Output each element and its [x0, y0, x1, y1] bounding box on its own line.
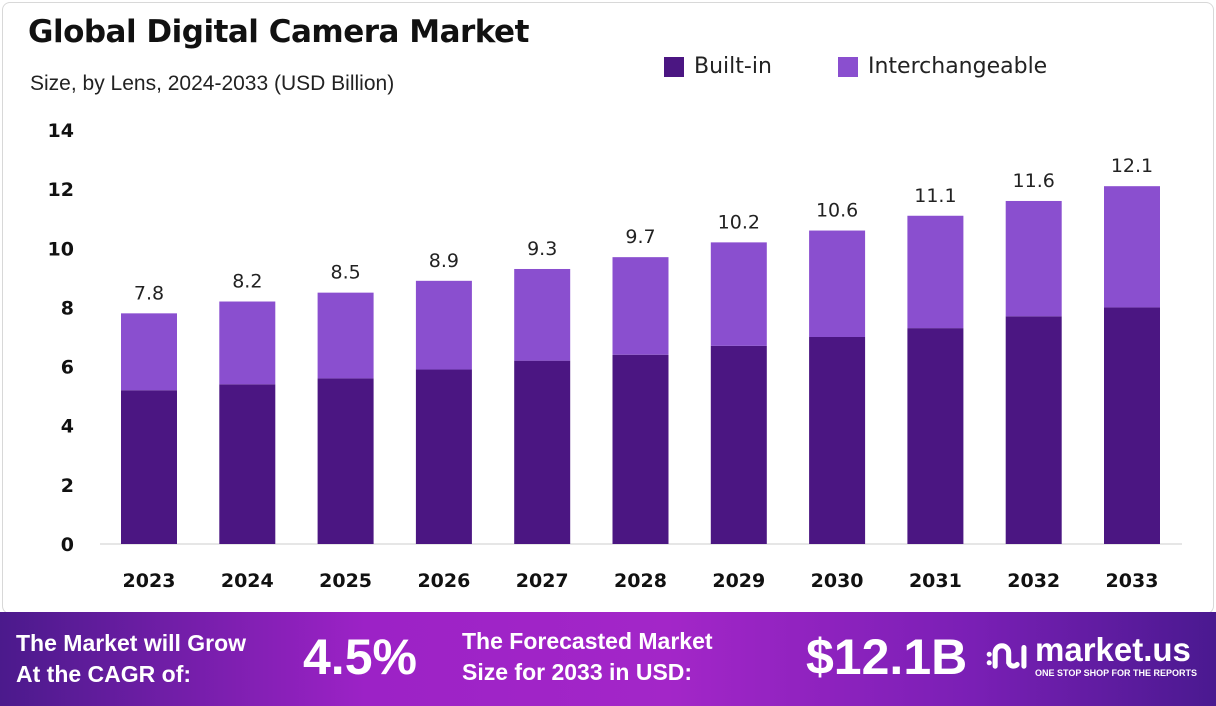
- bar-built-in-2032: [1005, 316, 1062, 544]
- bar-interchangeable-2025: [317, 292, 374, 379]
- bar-interchangeable-2032: [1005, 200, 1062, 317]
- bar-chart: 0 2 4 6 8 10 12 14 7.8 2023 8.2 2024 8.5 2025 8.9 2026 9…: [48, 120, 1182, 592]
- logo-icon: [986, 643, 1027, 669]
- bar-built-in-2025: [317, 378, 374, 544]
- bar-interchangeable-2028: [612, 257, 669, 355]
- bar-interchangeable-2033: [1104, 186, 1160, 308]
- total-label-2032: 11.6: [1013, 170, 1055, 192]
- logo-tagline: ONE STOP SHOP FOR THE REPORTS: [1035, 668, 1198, 678]
- x-tick-label-2026: 2026: [417, 570, 470, 592]
- y-tick-label: 6: [61, 357, 74, 379]
- x-tick-label-2023: 2023: [123, 570, 176, 592]
- legend-swatch: [838, 56, 858, 77]
- x-tick-label-2029: 2029: [712, 570, 765, 592]
- chart-subtitle: Size, by Lens, 2024-2033 (USD Billion): [30, 72, 395, 95]
- total-label-2027: 9.3: [527, 238, 557, 260]
- x-tick-label-2028: 2028: [614, 570, 667, 592]
- bar-interchangeable-2027: [514, 268, 571, 361]
- bar-built-in-2028: [612, 354, 669, 544]
- total-label-2028: 9.7: [625, 226, 655, 248]
- x-tick-label-2033: 2033: [1106, 570, 1159, 592]
- total-label-2023: 7.8: [134, 282, 164, 304]
- total-label-2033: 12.1: [1111, 155, 1153, 177]
- bar-built-in-2029: [710, 345, 767, 544]
- bar-interchangeable-2030: [809, 230, 866, 337]
- chart-title: Global Digital Camera Market: [28, 14, 529, 50]
- total-label-2024: 8.2: [232, 271, 262, 293]
- bar-built-in-2033: [1104, 307, 1160, 544]
- x-tick-label-2027: 2027: [516, 570, 569, 592]
- bar-interchangeable-2024: [219, 301, 276, 385]
- market-us-logo: market.us ONE STOP SHOP FOR THE REPORTS: [985, 631, 1198, 678]
- y-tick-label: 8: [61, 297, 74, 319]
- forecast-text-1: The Forecasted Market: [462, 628, 713, 654]
- bar-interchangeable-2031: [907, 215, 964, 329]
- bar-built-in-2027: [514, 360, 571, 544]
- y-tick-label: 10: [48, 238, 74, 260]
- legend-label: Interchangeable: [868, 54, 1048, 79]
- legend-item-interchangeable: Interchangeable: [838, 54, 1047, 79]
- x-tick-label-2024: 2024: [221, 570, 274, 592]
- forecast-label: The Forecasted Market Size for 2033 in US…: [462, 626, 713, 688]
- bar-interchangeable-2026: [415, 280, 472, 370]
- bar-built-in-2024: [219, 384, 276, 544]
- bar-built-in-2026: [415, 369, 472, 544]
- x-tick-label-2031: 2031: [909, 570, 962, 592]
- legend-swatch: [664, 56, 684, 77]
- y-tick-label: 14: [48, 120, 74, 142]
- cagr-text-1: The Market will Grow: [16, 630, 247, 656]
- forecast-text-2: Size for 2033 in USD:: [462, 659, 693, 685]
- bar-interchangeable-2029: [710, 242, 767, 346]
- footer-banner: The Market will Grow At the CAGR of: 4.5%…: [0, 612, 1216, 706]
- bar-built-in-2031: [907, 328, 964, 544]
- legend-label: Built-in: [694, 54, 772, 79]
- bar-built-in-2030: [809, 337, 866, 544]
- logo-name: market.us: [1035, 631, 1191, 668]
- x-tick-label-2030: 2030: [811, 570, 864, 592]
- x-tick-label-2025: 2025: [319, 570, 372, 592]
- total-label-2031: 11.1: [914, 185, 956, 207]
- bar-built-in-2023: [121, 390, 177, 544]
- total-label-2026: 8.9: [429, 250, 459, 272]
- cagr-text-2: At the CAGR of:: [16, 661, 192, 687]
- legend-item-built-in: Built-in: [664, 54, 772, 79]
- total-label-2029: 10.2: [718, 211, 760, 233]
- cagr-label: The Market will Grow At the CAGR of:: [16, 628, 246, 690]
- y-tick-label: 2: [61, 475, 74, 497]
- y-tick-label: 0: [61, 534, 74, 556]
- y-tick-label: 12: [48, 179, 74, 201]
- y-tick-label: 4: [61, 416, 74, 438]
- total-label-2030: 10.6: [816, 200, 858, 222]
- total-label-2025: 8.5: [330, 262, 360, 284]
- cagr-value: 4.5%: [303, 629, 417, 685]
- bar-interchangeable-2023: [121, 313, 177, 391]
- forecast-value: $12.1B: [806, 629, 968, 685]
- x-tick-label-2032: 2032: [1007, 570, 1060, 592]
